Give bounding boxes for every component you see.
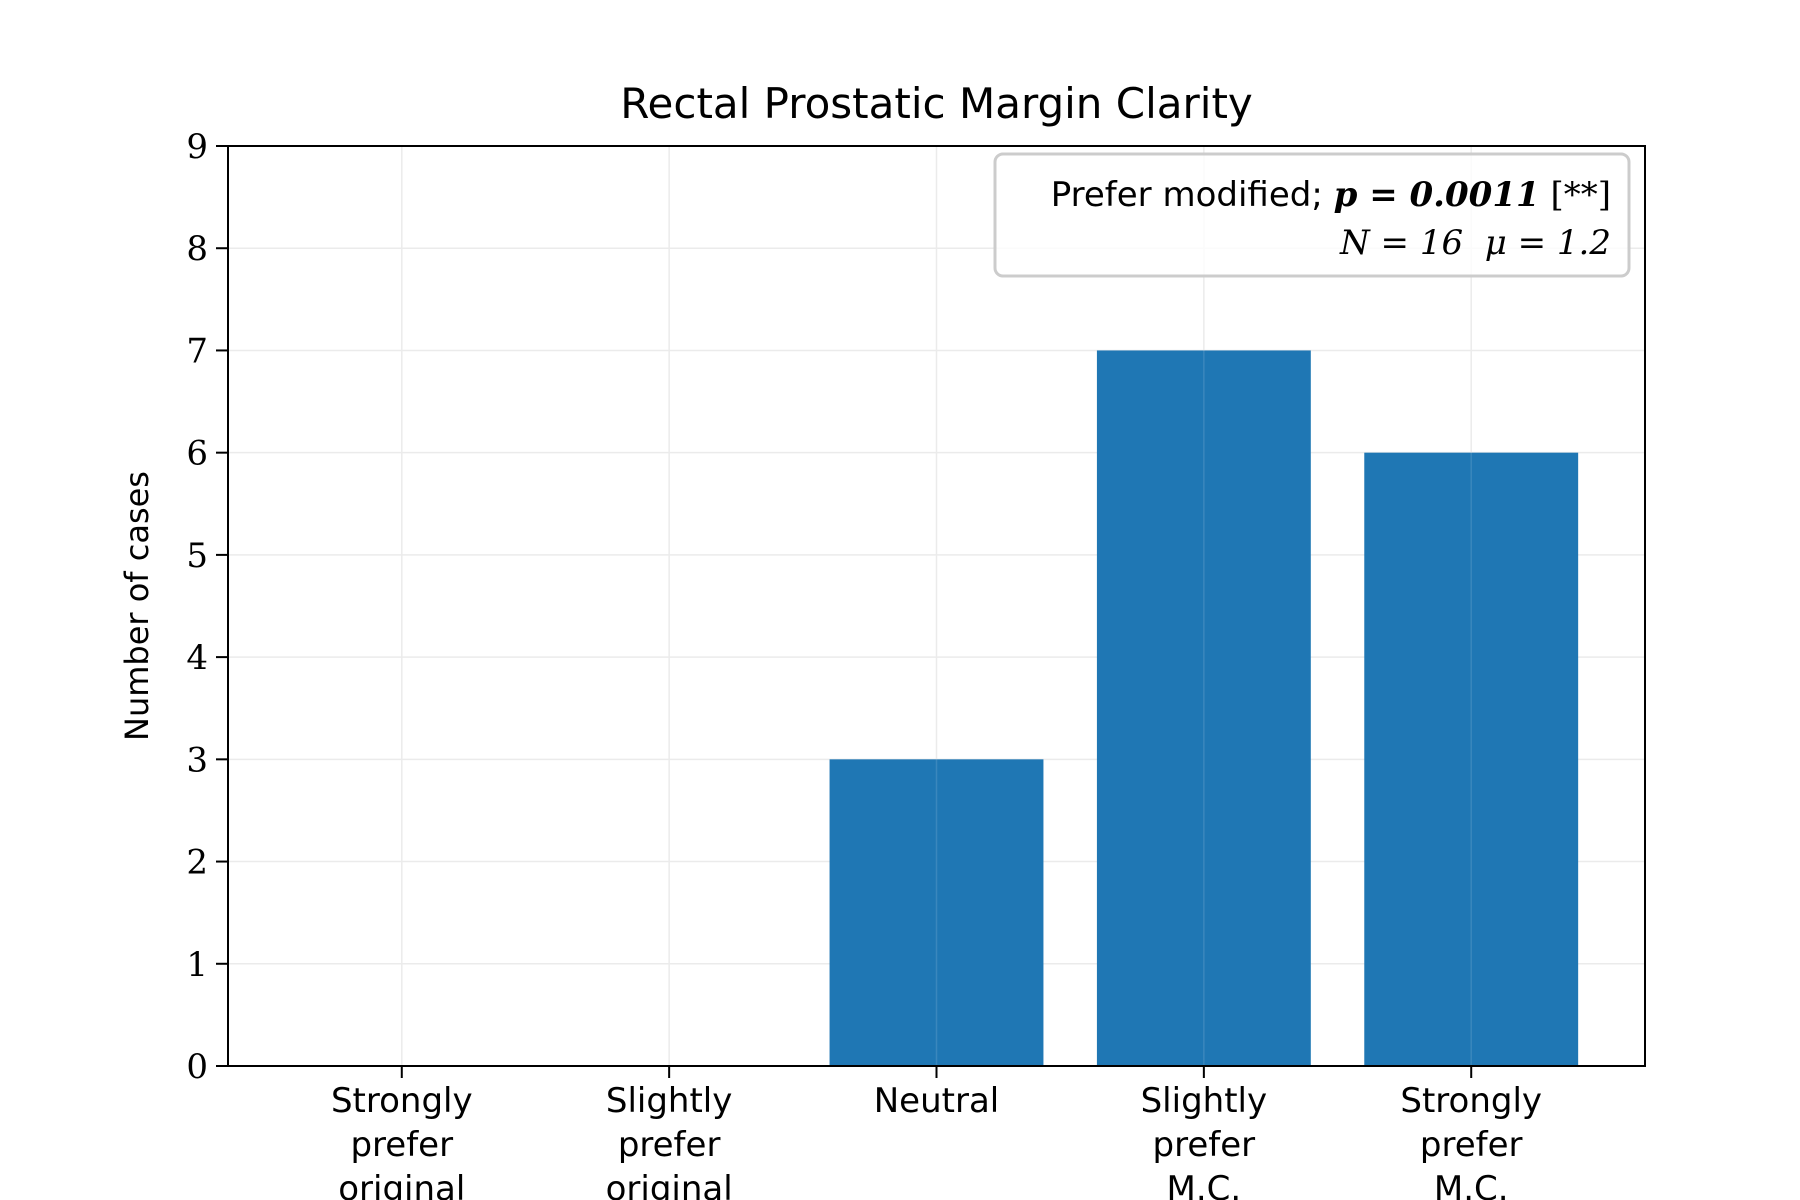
annotation-line2: N = 16 μ = 1.2 <box>1339 223 1611 263</box>
y-tick-label: 0 <box>186 1047 208 1087</box>
x-tick-label: Strongly prefer M.C. <box>1400 1081 1542 1200</box>
y-tick-label: 6 <box>186 434 208 474</box>
annotation-p-value: p = 0.0011 <box>1334 175 1540 215</box>
annotation-line1: Prefer modified; p = 0.0011 [**] <box>1051 175 1611 215</box>
y-tick-label: 3 <box>186 740 208 780</box>
y-tick-label: 8 <box>186 229 208 269</box>
chart-title: Rectal Prostatic Margin Clarity <box>620 79 1253 128</box>
annotation-box: Prefer modified; p = 0.0011 [**] N = 16 … <box>993 152 1631 278</box>
y-tick-label: 9 <box>186 127 208 167</box>
y-tick-label: 7 <box>186 331 208 371</box>
x-tick-label: Slightly prefer original <box>606 1081 733 1200</box>
y-axis-label: Number of cases <box>118 471 156 741</box>
ticks-layer: 0 1 2 3 4 5 6 7 8 9 Strongly prefer original Slightly… <box>186 127 1542 1200</box>
bar <box>1096 350 1311 1066</box>
x-tick-label: Strongly prefer original <box>331 1081 473 1200</box>
annotation-frame <box>993 152 1631 278</box>
y-tick-label: 4 <box>186 638 208 678</box>
y-tick-label: 1 <box>186 945 208 985</box>
bar <box>1364 452 1579 1067</box>
x-tick-label: Neutral <box>874 1081 1000 1121</box>
annotation-prefix: Prefer modified; <box>1051 175 1334 215</box>
annotation-significance: [**] <box>1540 175 1611 215</box>
bars-layer <box>829 350 1579 1067</box>
y-tick-label: 2 <box>186 843 208 883</box>
x-tick-label: Slightly prefer M.C. <box>1141 1081 1268 1200</box>
y-tick-label: 5 <box>186 536 208 576</box>
bar <box>829 759 1044 1066</box>
